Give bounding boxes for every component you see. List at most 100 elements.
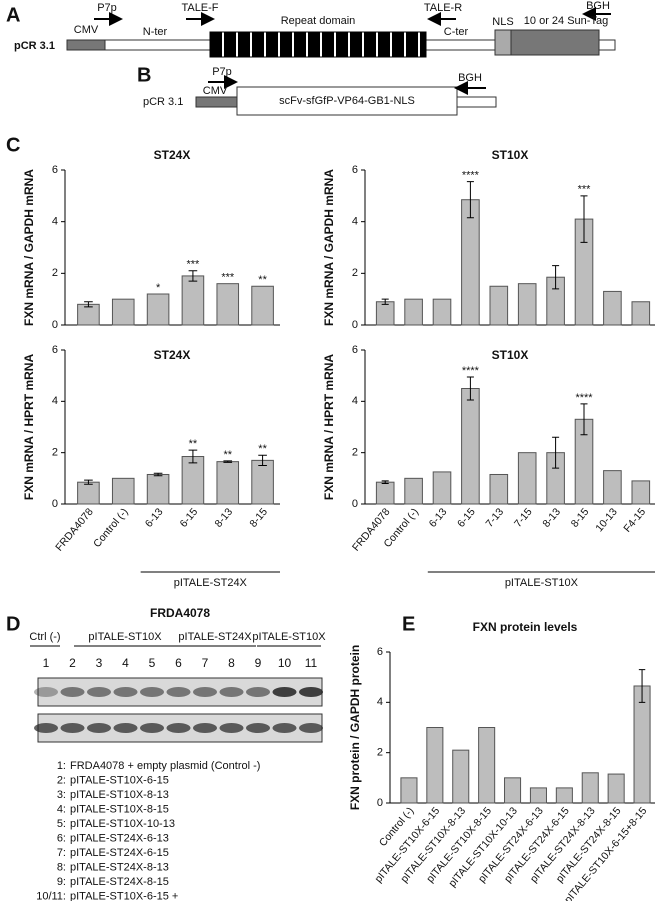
band	[113, 723, 138, 733]
bar	[375, 301, 395, 326]
significance-label: ***	[578, 184, 592, 196]
key-text: pITALE-ST10X-6-15	[70, 774, 169, 786]
panel-label: B	[137, 64, 151, 86]
group-label: pITALE-ST10X	[505, 577, 579, 589]
key-number: 6:	[57, 832, 66, 844]
error-bar	[552, 436, 560, 469]
x-tick-label: 8-15	[247, 506, 270, 530]
band	[299, 723, 323, 733]
bar	[452, 749, 470, 804]
bar	[432, 298, 452, 326]
y-tick-label: 4	[352, 216, 358, 228]
group-label: pITALE-ST24X	[174, 577, 248, 589]
lane-number: 7	[202, 656, 209, 670]
lane-number: 11	[305, 656, 318, 670]
key-text: pITALE-ST24X-6-15	[70, 847, 169, 859]
band	[193, 687, 217, 697]
lane-number: 5	[149, 656, 156, 670]
bar	[555, 787, 573, 804]
key-number: 2:	[57, 774, 66, 786]
key-number: 4:	[57, 803, 66, 815]
repeat-domain	[209, 31, 427, 58]
error-bar	[188, 270, 198, 282]
x-tick-label: 8-15	[569, 506, 592, 530]
band	[272, 687, 297, 697]
key-text: FRDA4078 + empty plasmid (Control -)	[70, 760, 260, 772]
band	[140, 723, 164, 733]
lane-number: 9	[255, 656, 262, 670]
primer-label: BGH	[458, 72, 482, 84]
bar	[404, 298, 423, 326]
lane-number: 3	[96, 656, 103, 670]
lane-group-label: pITALE-ST10X	[88, 631, 162, 643]
x-tick-label: 6-15	[455, 506, 478, 530]
blot: FRDA4078	[37, 606, 323, 743]
suntag-box	[510, 29, 600, 56]
panel-label: D	[6, 613, 20, 635]
band	[113, 687, 138, 697]
bar	[111, 298, 135, 326]
band	[246, 687, 270, 697]
bar	[631, 480, 651, 505]
cmv-box	[66, 39, 106, 51]
cmv-box	[195, 96, 238, 108]
y-tick-label: 0	[352, 319, 358, 331]
chart-title: ST10X	[492, 348, 529, 362]
band	[34, 723, 58, 733]
diagram-a: A pCR 3.1 CMV P7p N-ter TALE-F Repeat do…	[6, 0, 616, 58]
error-bar	[381, 298, 389, 305]
primer-label: P7p	[97, 2, 117, 14]
bar	[461, 199, 480, 326]
key-number: 3:	[57, 789, 66, 801]
band	[246, 723, 270, 733]
primer-label: TALE-F	[181, 2, 218, 14]
bar	[489, 285, 509, 326]
error-bar	[381, 480, 389, 484]
y-tick-label: 0	[52, 498, 58, 510]
lane-number: 6	[175, 656, 182, 670]
y-tick-label: 4	[52, 395, 58, 407]
panel-label: C	[6, 134, 20, 156]
y-axis-label: FXN protein / GAPDH protein	[348, 645, 362, 810]
significance-label: ****	[575, 392, 593, 404]
band	[193, 723, 217, 733]
error-bar	[466, 181, 474, 219]
bar	[631, 301, 651, 326]
key-number: 5:	[57, 818, 66, 830]
band	[272, 723, 297, 733]
y-tick-label: 6	[352, 344, 358, 356]
bar	[181, 275, 205, 326]
error-bar	[84, 301, 93, 308]
bar	[603, 470, 622, 505]
bar	[251, 459, 274, 505]
bar	[489, 473, 509, 505]
error-bar	[552, 265, 560, 290]
y-axis-label: FXN mRNA / GAPDH mRNA	[322, 169, 336, 326]
significance-label: ***	[186, 259, 200, 271]
y-axis-label: FXN mRNA / HPRT mRNA	[22, 354, 36, 501]
error-bar	[153, 472, 163, 477]
bar	[581, 772, 599, 804]
domain-label: N-ter	[143, 26, 168, 38]
bar	[404, 477, 423, 505]
error-bar	[580, 403, 588, 436]
bar	[77, 303, 100, 326]
key-text: pITALE-ST24X-8-13	[70, 861, 169, 873]
y-tick-label: 0	[352, 498, 358, 510]
y-tick-label: 2	[52, 267, 58, 279]
cmv-label: CMV	[203, 85, 228, 97]
band	[299, 687, 323, 697]
band	[166, 723, 191, 733]
x-tick-label: 7-15	[512, 506, 535, 530]
insert-label: scFv-sfGfP-VP64-GB1-NLS	[279, 95, 415, 107]
panel-label: A	[6, 4, 20, 26]
lane-number: 8	[228, 656, 235, 670]
lane-group-label: pITALE-ST24X	[178, 631, 252, 643]
bar	[607, 773, 625, 804]
chart-title: FXN protein levels	[473, 620, 578, 634]
x-tick-label: 8-13	[540, 506, 563, 530]
bar	[77, 481, 100, 505]
y-tick-label: 6	[52, 344, 58, 356]
band	[87, 687, 111, 697]
